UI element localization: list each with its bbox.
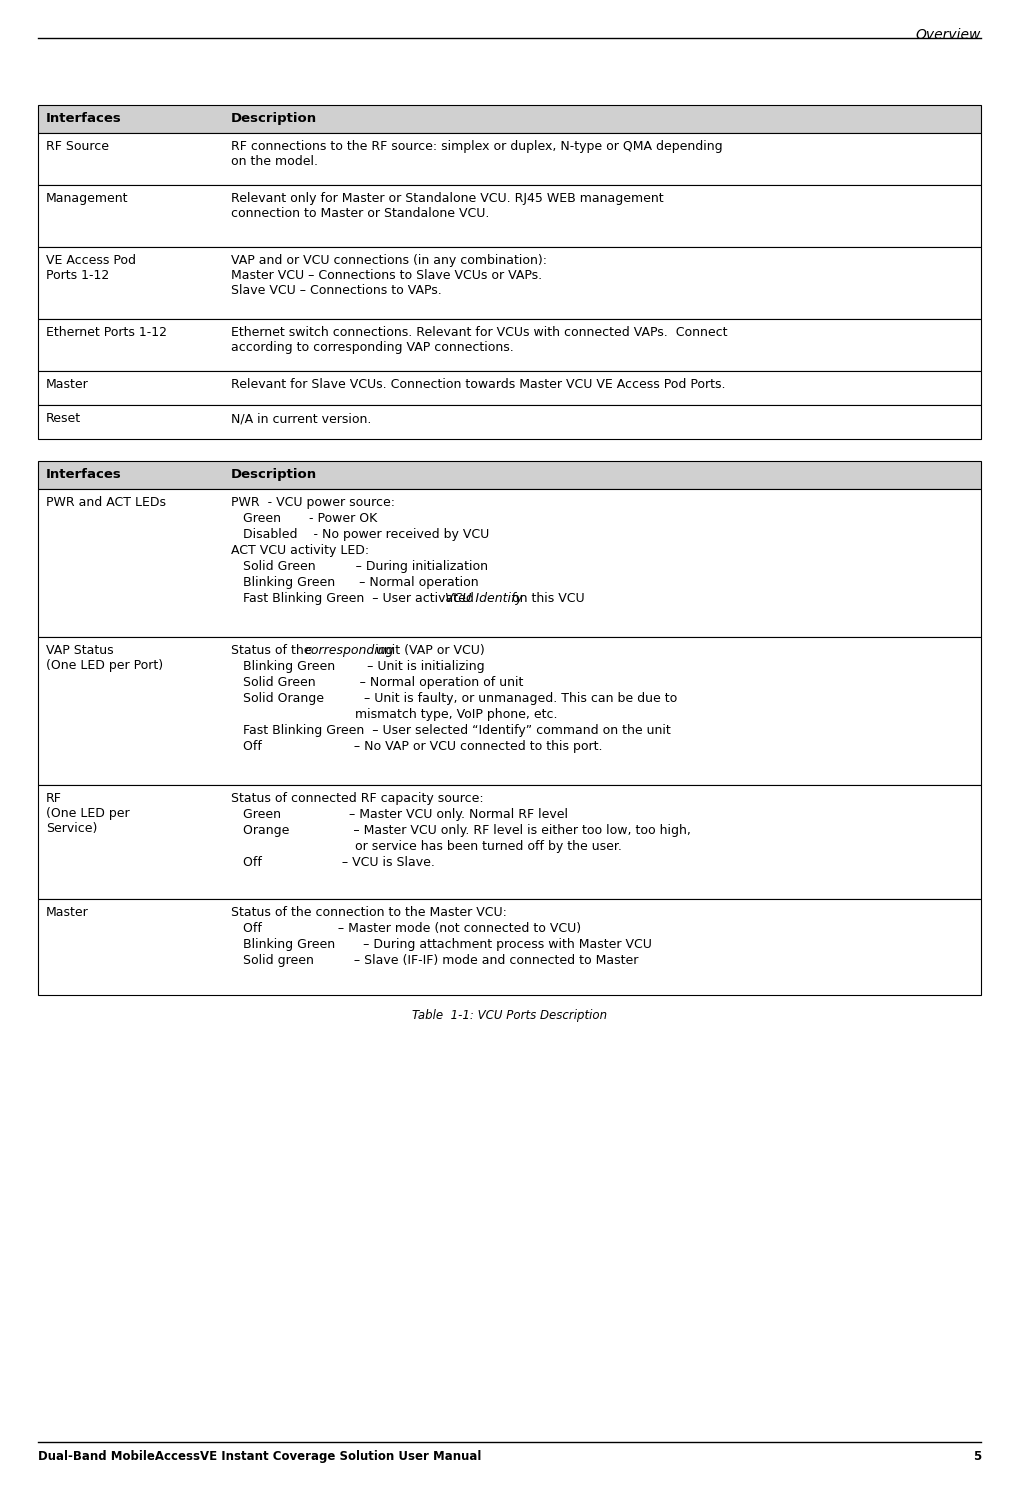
- Text: Blinking Green       – During attachment process with Master VCU: Blinking Green – During attachment proce…: [231, 938, 652, 952]
- Bar: [38, 320, 981, 371]
- Text: Ethernet switch connections. Relevant for VCUs with connected VAPs.  Connect
acc: Ethernet switch connections. Relevant fo…: [231, 326, 728, 354]
- Text: Master: Master: [46, 378, 89, 391]
- Text: Reset: Reset: [46, 412, 82, 424]
- Bar: [38, 636, 981, 784]
- Text: Blinking Green      – Normal operation: Blinking Green – Normal operation: [231, 577, 479, 589]
- Text: Solid Orange          – Unit is faulty, or unmanaged. This can be due to: Solid Orange – Unit is faulty, or unmana…: [231, 692, 678, 705]
- Text: Relevant for Slave VCUs. Connection towards Master VCU VE Access Pod Ports.: Relevant for Slave VCUs. Connection towa…: [231, 378, 726, 391]
- Bar: [38, 247, 981, 320]
- Text: N/A in current version.: N/A in current version.: [231, 412, 371, 424]
- Text: ACT VCU activity LED:: ACT VCU activity LED:: [231, 544, 369, 557]
- Text: Status of the: Status of the: [231, 644, 316, 657]
- Bar: [38, 899, 981, 995]
- Text: Solid Green          – During initialization: Solid Green – During initialization: [231, 560, 488, 574]
- Text: RF
(One LED per
Service): RF (One LED per Service): [46, 792, 129, 835]
- Text: on this VCU: on this VCU: [507, 592, 584, 605]
- Text: Orange                – Master VCU only. RF level is either too low, too high,: Orange – Master VCU only. RF level is ei…: [231, 825, 691, 837]
- Text: RF connections to the RF source: simplex or duplex, N-type or QMA depending
on t: RF connections to the RF source: simplex…: [231, 140, 722, 167]
- Text: Fast Blinking Green  – User selected “Identify” command on the unit: Fast Blinking Green – User selected “Ide…: [231, 725, 671, 737]
- Text: corresponding: corresponding: [304, 644, 393, 657]
- Text: Relevant only for Master or Standalone VCU. RJ45 WEB management
connection to Ma: Relevant only for Master or Standalone V…: [231, 193, 663, 235]
- Text: Off                       – No VAP or VCU connected to this port.: Off – No VAP or VCU connected to this po…: [231, 740, 602, 753]
- Text: Ethernet Ports 1-12: Ethernet Ports 1-12: [46, 326, 167, 339]
- Bar: [38, 784, 981, 899]
- Bar: [38, 371, 981, 405]
- Text: Fast Blinking Green  – User activated: Fast Blinking Green – User activated: [231, 592, 478, 605]
- Text: Table  1-1: VCU Ports Description: Table 1-1: VCU Ports Description: [412, 1008, 607, 1022]
- Text: Disabled    - No power received by VCU: Disabled - No power received by VCU: [231, 527, 489, 541]
- Text: VAP Status
(One LED per Port): VAP Status (One LED per Port): [46, 644, 163, 672]
- Text: Description: Description: [231, 112, 317, 125]
- Text: PWR and ACT LEDs: PWR and ACT LEDs: [46, 496, 166, 509]
- Bar: [38, 462, 981, 489]
- Text: Off                    – VCU is Slave.: Off – VCU is Slave.: [231, 856, 435, 870]
- Text: Off                   – Master mode (not connected to VCU): Off – Master mode (not connected to VCU): [231, 922, 581, 935]
- Text: Management: Management: [46, 193, 128, 205]
- Text: VCU Identify: VCU Identify: [445, 592, 523, 605]
- Text: Overview: Overview: [916, 28, 981, 42]
- Text: Status of connected RF capacity source:: Status of connected RF capacity source:: [231, 792, 484, 805]
- Text: Description: Description: [231, 468, 317, 481]
- Text: Status of the connection to the Master VCU:: Status of the connection to the Master V…: [231, 905, 506, 919]
- Bar: [38, 489, 981, 636]
- Text: Green                 – Master VCU only. Normal RF level: Green – Master VCU only. Normal RF level: [231, 808, 568, 822]
- Text: Dual-Band MobileAccessVE Instant Coverage Solution User Manual: Dual-Band MobileAccessVE Instant Coverag…: [38, 1451, 481, 1463]
- Text: Interfaces: Interfaces: [46, 112, 121, 125]
- Text: VE Access Pod
Ports 1-12: VE Access Pod Ports 1-12: [46, 254, 136, 282]
- Text: RF Source: RF Source: [46, 140, 109, 152]
- Text: Solid Green           – Normal operation of unit: Solid Green – Normal operation of unit: [231, 675, 524, 689]
- Bar: [38, 185, 981, 247]
- Text: or service has been turned off by the user.: or service has been turned off by the us…: [231, 840, 622, 853]
- Text: PWR  - VCU power source:: PWR - VCU power source:: [231, 496, 395, 509]
- Text: mismatch type, VoIP phone, etc.: mismatch type, VoIP phone, etc.: [231, 708, 557, 722]
- Text: 5: 5: [973, 1451, 981, 1463]
- Text: Green       - Power OK: Green - Power OK: [231, 512, 377, 524]
- Text: Solid green          – Slave (IF-IF) mode and connected to Master: Solid green – Slave (IF-IF) mode and con…: [231, 955, 638, 967]
- Text: Master: Master: [46, 905, 89, 919]
- Text: Blinking Green        – Unit is initializing: Blinking Green – Unit is initializing: [231, 660, 485, 672]
- Text: unit (VAP or VCU): unit (VAP or VCU): [372, 644, 485, 657]
- Bar: [38, 105, 981, 133]
- Text: Interfaces: Interfaces: [46, 468, 121, 481]
- Text: VAP and or VCU connections (in any combination):
Master VCU – Connections to Sla: VAP and or VCU connections (in any combi…: [231, 254, 547, 297]
- Bar: [38, 133, 981, 185]
- Bar: [38, 405, 981, 439]
